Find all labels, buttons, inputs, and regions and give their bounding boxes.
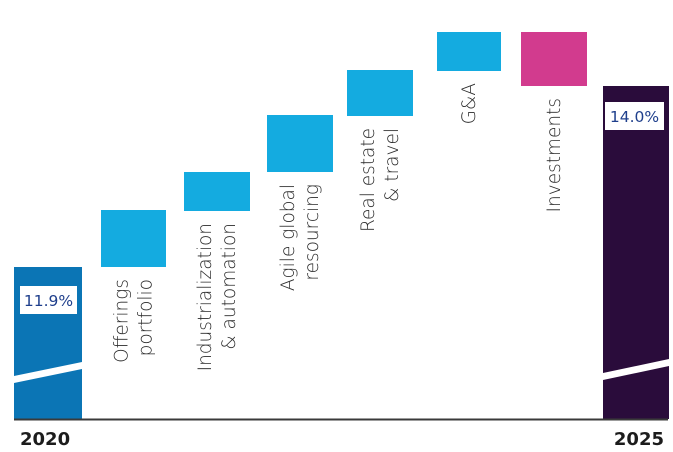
bar-agile-global-resourcing [267, 115, 333, 172]
axis-break-end [603, 359, 669, 380]
axis-break-start [14, 362, 82, 383]
label-industrialization-and-automation: Industrialization & automation [195, 223, 240, 371]
bar-real-estate-and-travel [347, 70, 413, 116]
bar-ganda [437, 32, 501, 71]
label-real-estate-and-travel: Real estate & travel [358, 128, 403, 232]
start-year-label: 2020 [20, 429, 70, 450]
bar-industrialization-and-automation [184, 172, 250, 211]
label-offerings-portfolio: Offerings portfolio [111, 279, 156, 363]
chart-bars [14, 32, 669, 419]
value-box-end [605, 102, 664, 130]
label-ganda: G&A [459, 83, 480, 125]
label-investments: Investments [544, 98, 565, 212]
label-agile-global-resourcing: Agile global resourcing [278, 184, 323, 291]
value-label-end: 14.0% [610, 108, 659, 126]
bar-investments [521, 32, 587, 86]
value-box-start [20, 286, 77, 314]
end-year-label: 2025 [614, 429, 664, 450]
value-label-start: 11.9% [24, 292, 73, 310]
chart-labels: 11.9% 14.0% Offerings portfolio Industrializ… [20, 83, 664, 371]
bar-offerings-portfolio [101, 210, 166, 267]
